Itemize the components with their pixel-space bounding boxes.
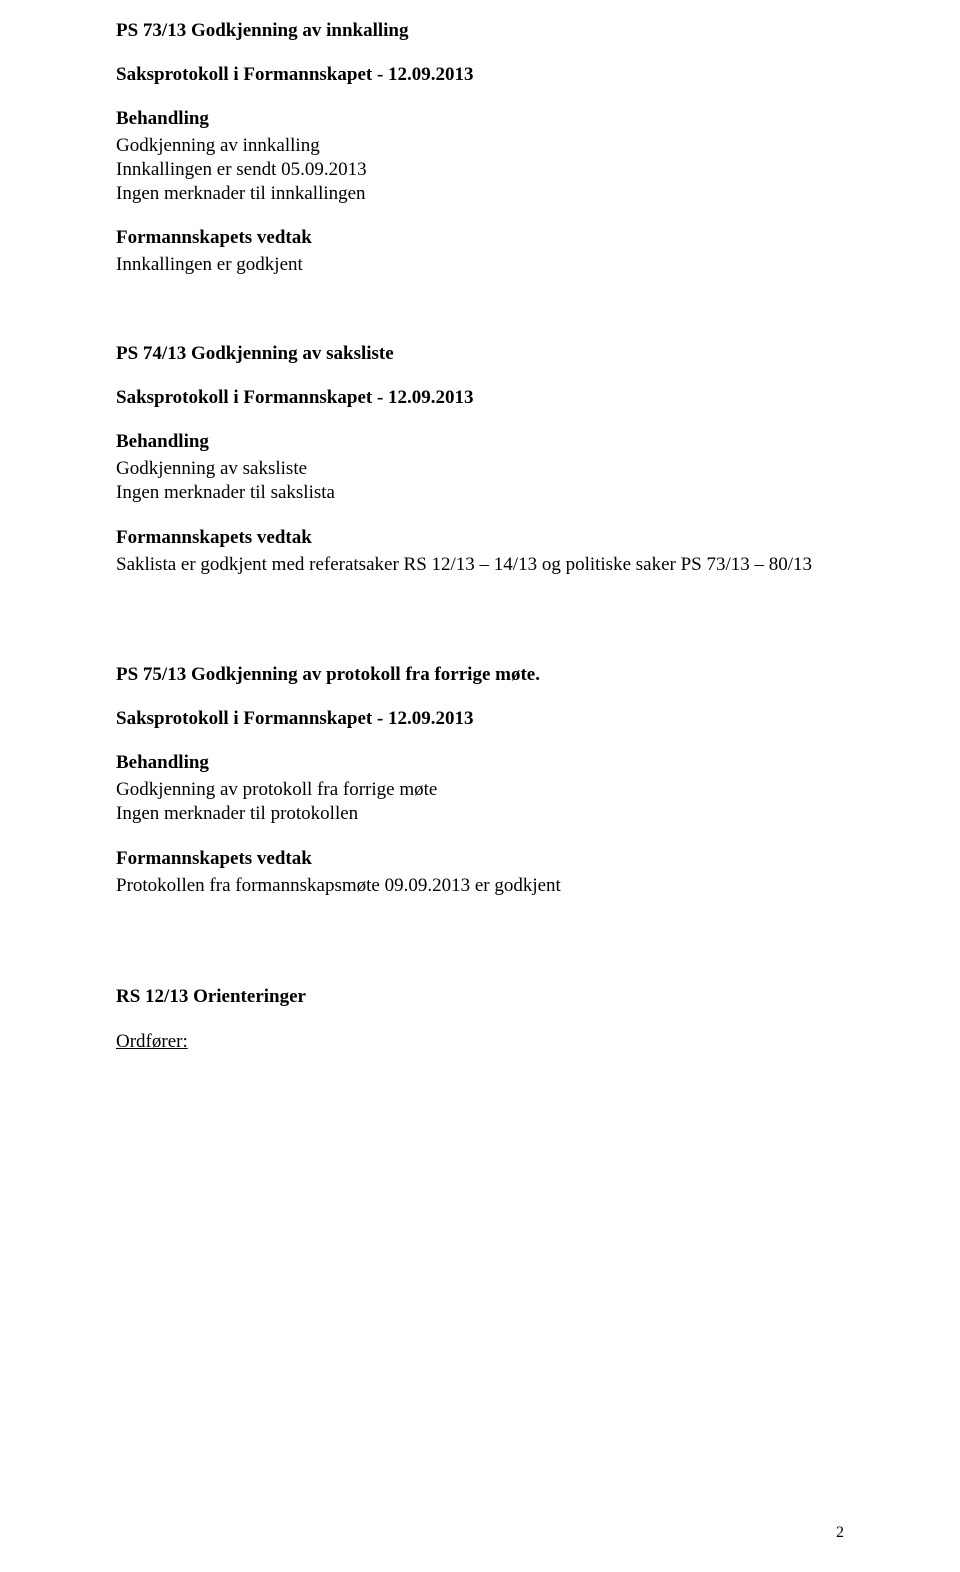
vedtak-label: Formannskapets vedtak (116, 848, 844, 870)
protocol-line: Saksprotokoll i Formannskapet - 12.09.20… (116, 64, 844, 86)
rs-heading: RS 12/13 Orienteringer (116, 986, 844, 1008)
page-number: 2 (836, 1524, 844, 1542)
ordforer-label: Ordfører: (116, 1030, 844, 1054)
behandling-label: Behandling (116, 108, 844, 130)
vedtak-text: Innkallingen er godkjent (116, 253, 844, 277)
section-ps74: PS 74/13 Godkjenning av saksliste Sakspr… (116, 343, 844, 576)
vedtak-text: Protokollen fra formannskapsmøte 09.09.2… (116, 874, 844, 898)
vedtak-label: Formannskapets vedtak (116, 227, 844, 249)
behandling-label: Behandling (116, 431, 844, 453)
section-heading: PS 74/13 Godkjenning av saksliste (116, 343, 844, 365)
protocol-line: Saksprotokoll i Formannskapet - 12.09.20… (116, 387, 844, 409)
vedtak-text: Saklista er godkjent med referatsaker RS… (116, 553, 844, 577)
section-heading: PS 73/13 Godkjenning av innkalling (116, 20, 844, 42)
section-ps75: PS 75/13 Godkjenning av protokoll fra fo… (116, 664, 844, 897)
vedtak-label: Formannskapets vedtak (116, 527, 844, 549)
behandling-text: Godkjenning av protokoll fra forrige møt… (116, 778, 844, 826)
section-ps73: PS 73/13 Godkjenning av innkalling Saksp… (116, 20, 844, 277)
protocol-line: Saksprotokoll i Formannskapet - 12.09.20… (116, 708, 844, 730)
behandling-text: Godkjenning av innkalling Innkallingen e… (116, 134, 844, 205)
behandling-label: Behandling (116, 752, 844, 774)
behandling-text: Godkjenning av saksliste Ingen merknader… (116, 457, 844, 505)
section-heading: PS 75/13 Godkjenning av protokoll fra fo… (116, 664, 844, 686)
